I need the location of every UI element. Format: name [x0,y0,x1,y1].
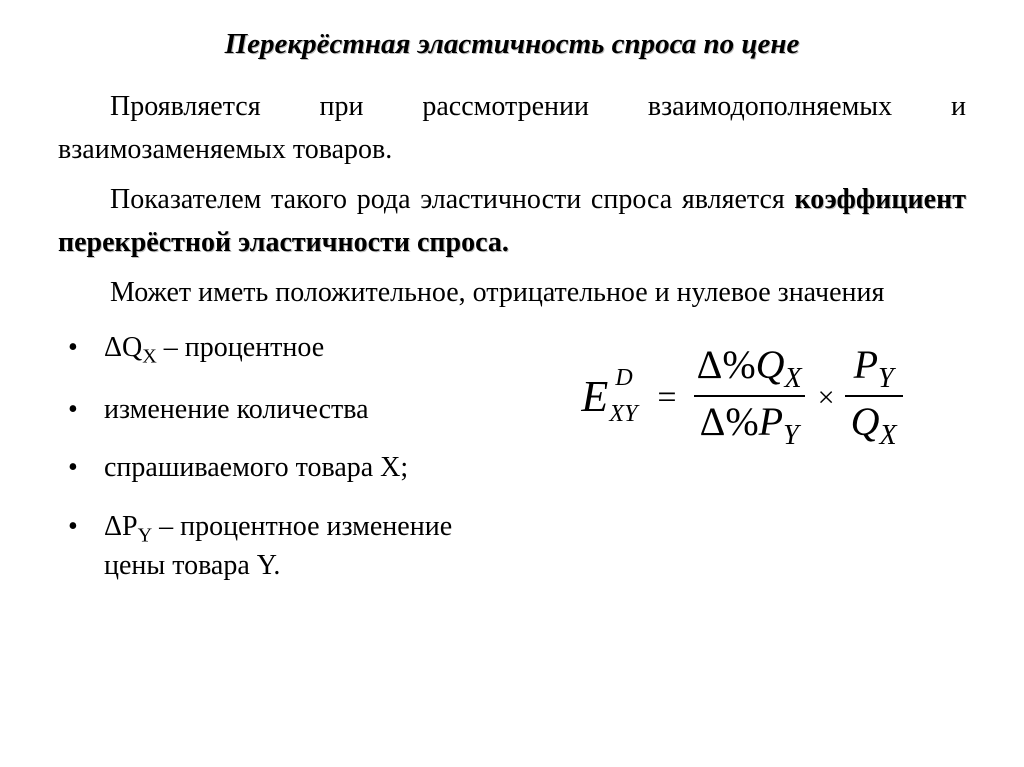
bullet-1-sub: X [142,346,157,368]
fraction-1-den: Δ%PY [694,395,805,452]
bullet-1-b: – процентное [157,332,324,363]
bullet-1-a: ΔQ [104,332,142,363]
bullet-4-sub: Y [138,524,153,546]
content-row: ΔQX – процентное изменение количества сп… [58,320,966,607]
formula-equals: = [657,379,676,417]
formula-E-letter: E [581,371,608,422]
bullet-4-b: – процентное изменение цены товара Y. [104,511,452,582]
formula-E: E D XY [581,367,643,429]
Q-1: Q [756,342,785,387]
delta-icon: Δ [697,342,723,387]
fraction-1-num: Δ%QX [691,344,808,395]
Q-2: Q [851,399,880,444]
fraction-2: PY QX [845,344,903,453]
P-1: P [759,399,783,444]
page: Перекрёстная эластичность спроса по цене… [0,0,1024,627]
sub-X-2: X [879,420,896,451]
pct-1: % [722,342,755,387]
paragraph-indicator-text: Показателем такого рода эластичности спр… [110,184,795,215]
pct-2: % [725,399,758,444]
page-title: Перекрёстная эластичность спроса по цене [58,28,966,61]
P-2: P [854,342,878,387]
formula-sup-D: D [615,365,632,392]
sub-Y-1: Y [783,420,799,451]
bullet-list: ΔQX – процентное изменение количества сп… [58,330,488,607]
list-item: спрашиваемого товара X; [58,450,488,486]
delta-icon-2: Δ [700,399,726,444]
sub-X-1: X [785,363,802,394]
bullet-4-a: ΔP [104,511,138,542]
fraction-1: Δ%QX Δ%PY [691,344,808,453]
list-item: ΔPY – процентное изменение цены товара Y… [58,509,488,585]
sub-Y-2: Y [878,363,894,394]
list-item: изменение количества [58,392,488,428]
formula-times: × [818,381,835,415]
fraction-2-den: QX [845,395,903,452]
paragraph-intro: Проявляется при рассмотрении взаимодопол… [58,85,966,172]
formula-container: E D XY = Δ%QX Δ%PY × PY [508,320,966,453]
list-item: ΔQX – процентное [58,330,488,370]
formula-sub-XY: XY [609,401,637,428]
cross-elasticity-formula: E D XY = Δ%QX Δ%PY × PY [581,344,902,453]
fraction-2-num: PY [848,344,900,395]
paragraph-indicator: Показателем такого рода эластичности спр… [58,178,966,265]
paragraph-values: Может иметь положительное, отрицательное… [58,271,966,314]
